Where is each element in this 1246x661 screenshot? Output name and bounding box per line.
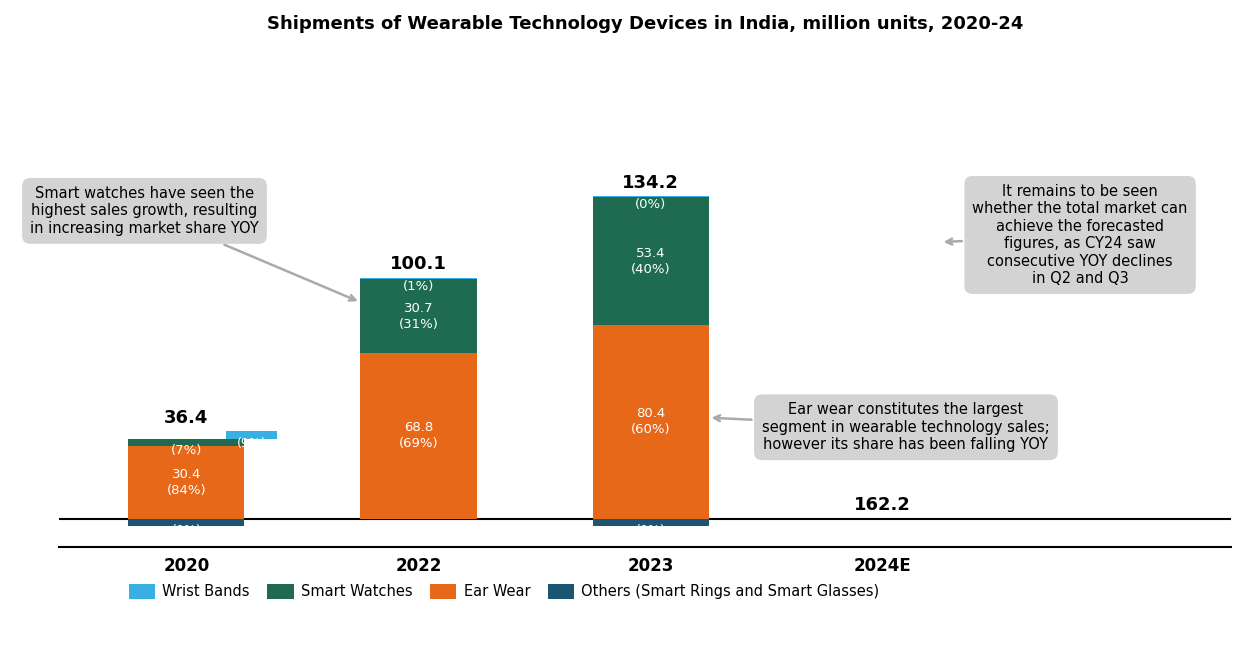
Bar (360, 353, 476, 519)
Text: 30.7
(31%): 30.7 (31%) (399, 302, 439, 330)
Bar (593, 325, 709, 519)
Text: 53.4
(40%): 53.4 (40%) (630, 247, 670, 276)
Bar (593, 519, 709, 526)
Bar (593, 197, 709, 325)
Bar (360, 280, 476, 353)
Bar (226, 432, 277, 440)
Text: It remains to be seen
whether the total market can
achieve the forecasted
figure: It remains to be seen whether the total … (947, 184, 1187, 286)
Text: 100.1: 100.1 (390, 255, 447, 273)
Text: 134.2: 134.2 (622, 174, 679, 192)
Text: Smart watches have seen the
highest sales growth, resulting
in increasing market: Smart watches have seen the highest sale… (30, 186, 355, 301)
Text: 2.6
(7%): 2.6 (7%) (171, 428, 202, 457)
Text: Ear wear constitutes the largest
segment in wearable technology sales;
however i: Ear wear constitutes the largest segment… (714, 403, 1050, 452)
Text: 0.6
(1%): 0.6 (1%) (402, 264, 434, 293)
Text: 0.2
(0%): 0.2 (0%) (635, 182, 667, 212)
Text: 68.8
(69%): 68.8 (69%) (399, 422, 439, 450)
Text: 3.3
(9%): 3.3 (9%) (237, 421, 267, 450)
Bar (128, 440, 244, 446)
Text: 0.1
(0%): 0.1 (0%) (172, 508, 201, 537)
Bar (360, 278, 476, 280)
Bar (128, 519, 244, 526)
Text: 30.4
(84%): 30.4 (84%) (167, 467, 206, 496)
Text: 80.4
(60%): 80.4 (60%) (630, 407, 670, 436)
Legend: Wrist Bands, Smart Watches, Ear Wear, Others (Smart Rings and Smart Glasses): Wrist Bands, Smart Watches, Ear Wear, Ot… (123, 578, 885, 605)
Text: 36.4: 36.4 (164, 408, 208, 426)
Text: 0.1
(0%): 0.1 (0%) (635, 508, 665, 537)
Bar (128, 446, 244, 519)
Text: 162.2: 162.2 (855, 496, 911, 514)
Title: Shipments of Wearable Technology Devices in India, million units, 2020-24: Shipments of Wearable Technology Devices… (267, 15, 1023, 33)
